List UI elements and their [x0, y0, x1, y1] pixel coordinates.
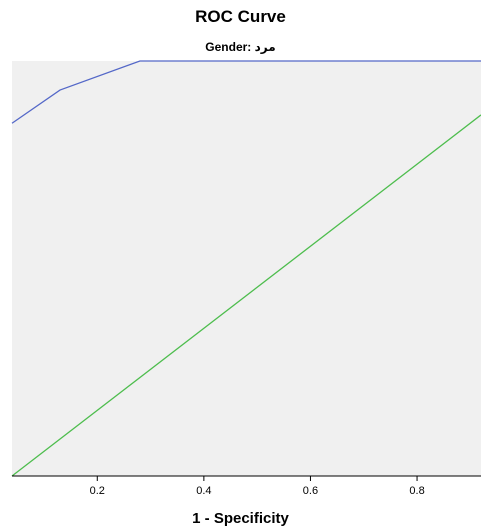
x-ticks: 0.2 0.4 0.6 0.8	[90, 476, 425, 497]
x-tick-label: 0.2	[90, 485, 105, 497]
reference-line	[11, 114, 481, 477]
series-layer	[11, 60, 481, 477]
x-tick-label: 0.8	[409, 485, 424, 497]
x-tick-label: 0.4	[196, 485, 211, 497]
x-tick-label: 0.6	[303, 485, 318, 497]
roc-curve-line	[11, 60, 481, 124]
x-axis-title: 1 - Specificity	[192, 510, 289, 527]
plot-area	[12, 61, 481, 476]
chart-subtitle: Gender: مرد	[205, 40, 276, 54]
chart-title: ROC Curve	[195, 7, 286, 26]
